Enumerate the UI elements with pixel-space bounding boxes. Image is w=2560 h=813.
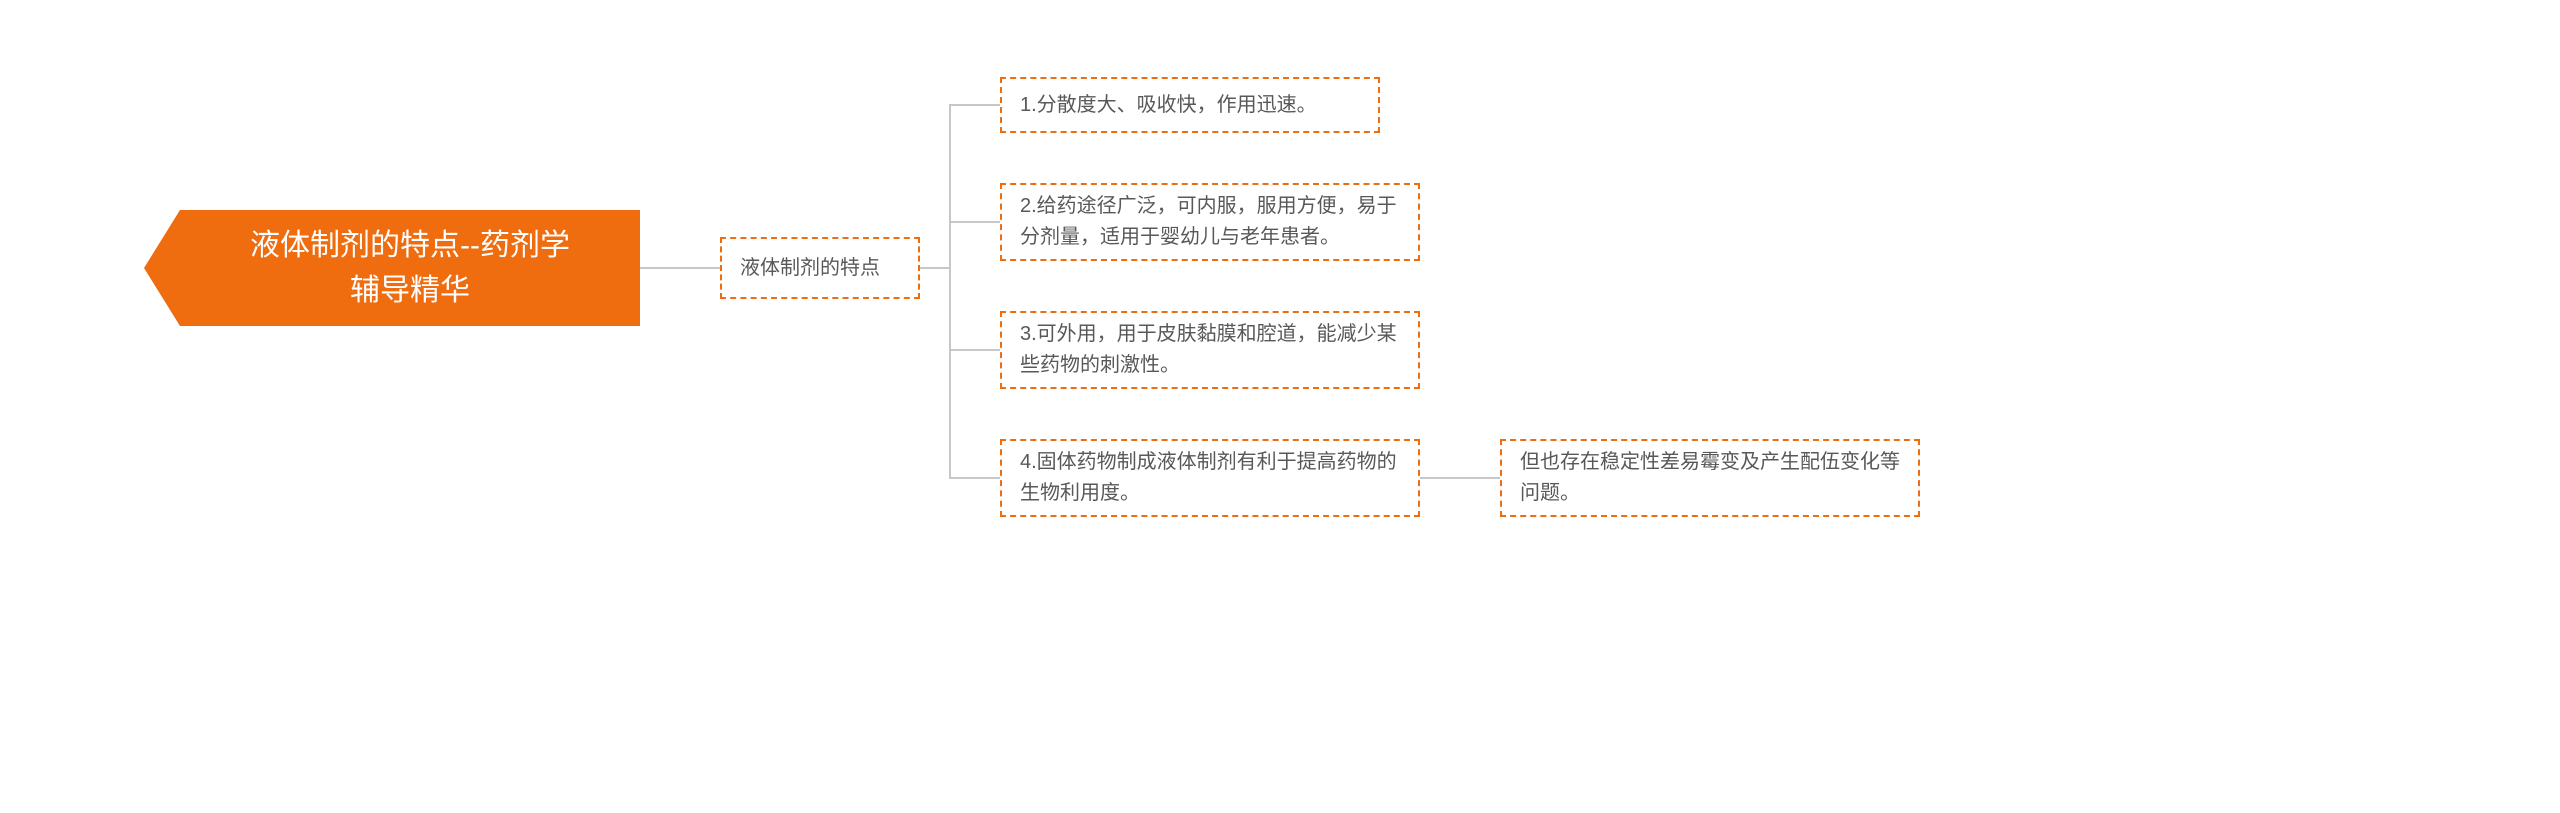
child-text-1: 1.分散度大、吸收快，作用迅速。 bbox=[1020, 90, 1317, 121]
child-text-4: 4.固体药物制成液体制剂有利于提高药物的生物利用度。 bbox=[1020, 447, 1400, 509]
root-title-line2: 辅导精华 bbox=[350, 274, 470, 307]
child-node-1: 1.分散度大、吸收快，作用迅速。 bbox=[1000, 77, 1380, 133]
child-text-2: 2.给药途径广泛，可内服，服用方便，易于分剂量，适用于婴幼儿与老年患者。 bbox=[1020, 191, 1400, 253]
level1-node: 液体制剂的特点 bbox=[720, 237, 920, 299]
level1-label: 液体制剂的特点 bbox=[740, 253, 880, 284]
child-node-3: 3.可外用，用于皮肤黏膜和腔道，能减少某些药物的刺激性。 bbox=[1000, 311, 1420, 389]
child-node-4: 4.固体药物制成液体制剂有利于提高药物的生物利用度。 bbox=[1000, 439, 1420, 517]
grandchild-node: 但也存在稳定性差易霉变及产生配伍变化等问题。 bbox=[1500, 439, 1920, 517]
child-node-2: 2.给药途径广泛，可内服，服用方便，易于分剂量，适用于婴幼儿与老年患者。 bbox=[1000, 183, 1420, 261]
root-node: 液体制剂的特点--药剂学 辅导精华 bbox=[180, 210, 640, 326]
child-text-3: 3.可外用，用于皮肤黏膜和腔道，能减少某些药物的刺激性。 bbox=[1020, 319, 1400, 381]
root-title-line1: 液体制剂的特点--药剂学 bbox=[250, 229, 570, 262]
grandchild-text: 但也存在稳定性差易霉变及产生配伍变化等问题。 bbox=[1520, 447, 1900, 509]
root-title: 液体制剂的特点--药剂学 辅导精华 bbox=[250, 223, 570, 313]
